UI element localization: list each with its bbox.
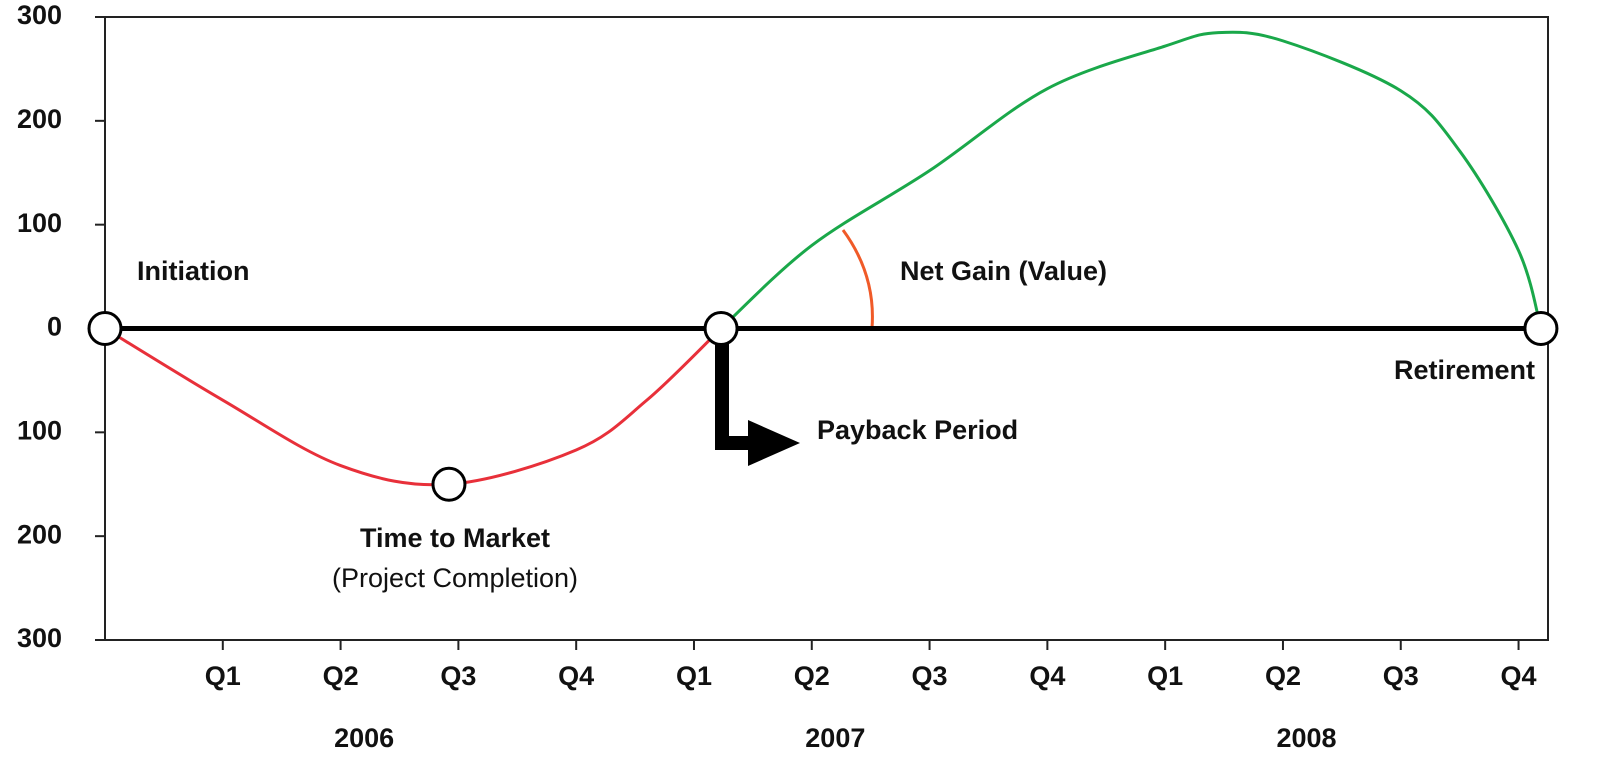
x-tick-label: Q3 (912, 661, 948, 691)
payback-label: Payback Period (817, 415, 1018, 445)
y-tick-label: 100 (17, 208, 62, 238)
time-to-market-label: Time to Market (360, 523, 550, 553)
x-tick-label: Q4 (1501, 661, 1537, 691)
project-completion-label: (Project Completion) (332, 563, 578, 593)
milestone-marker (87, 311, 123, 346)
x-tick-label: Q3 (440, 661, 476, 691)
x-tick-label: Q1 (1147, 661, 1183, 691)
x-tick-label: Q4 (1029, 661, 1065, 691)
value-curve (104, 327, 723, 487)
milestone-marker (1523, 311, 1559, 346)
payback-arrow (715, 328, 760, 450)
y-tick-label: 300 (17, 623, 62, 653)
y-tick-label: 0 (47, 312, 62, 342)
x-tick-label: Q2 (1265, 661, 1301, 691)
y-tick-label: 200 (17, 519, 62, 549)
x-tick-label: Q1 (676, 661, 712, 691)
x-tick-label: Q1 (205, 661, 241, 691)
milestone-marker (703, 311, 739, 346)
milestone-marker (431, 466, 467, 502)
year-label: 2007 (805, 723, 865, 753)
x-tick-label: Q3 (1383, 661, 1419, 691)
year-label: 2006 (334, 723, 394, 753)
y-tick-label: 300 (17, 0, 62, 30)
initiation-label: Initiation (137, 256, 249, 286)
y-tick-label: 100 (17, 415, 62, 445)
net-gain-label: Net Gain (Value) (900, 256, 1107, 286)
x-tick-label: Q4 (558, 661, 594, 691)
y-tick-label: 200 (17, 104, 62, 134)
payback-arrowhead (748, 420, 800, 466)
net-gain-arc (841, 229, 874, 329)
value-curve (720, 30, 1543, 330)
year-label: 2008 (1276, 723, 1336, 753)
x-tick-label: Q2 (794, 661, 830, 691)
retirement-label: Retirement (1394, 355, 1535, 385)
x-tick-label: Q2 (323, 661, 359, 691)
